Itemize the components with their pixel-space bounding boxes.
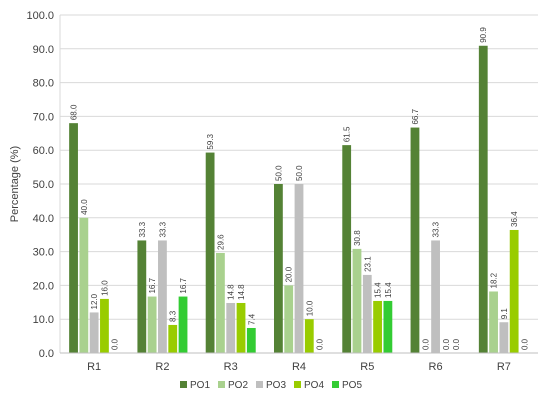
bar-po5-r2 xyxy=(178,296,188,353)
bar-po4-r7 xyxy=(509,229,519,353)
bar-po1-r4 xyxy=(274,184,283,353)
data-label: 0.0 xyxy=(316,338,325,350)
data-label: 33.3 xyxy=(158,221,167,237)
bar-po1-r2 xyxy=(137,240,147,353)
y-tick-label: 60.0 xyxy=(33,145,54,157)
y-axis-title: Percentage (%) xyxy=(9,146,21,222)
bar-po5-r5 xyxy=(383,300,393,353)
bar-po4-r1 xyxy=(100,298,109,353)
data-label: 50.0 xyxy=(274,165,283,181)
data-label: 40.0 xyxy=(80,199,89,215)
bar-po2-r5 xyxy=(352,248,362,353)
data-label: 0.0 xyxy=(452,338,461,350)
data-label: 14.8 xyxy=(237,284,246,300)
bar-po3-r3 xyxy=(226,302,236,353)
bar-po4-r2 xyxy=(168,324,178,353)
bar-po3-r7 xyxy=(499,322,509,353)
bar-po2-r7 xyxy=(489,291,498,353)
data-label: 18.2 xyxy=(490,272,499,288)
y-tick-label: 50.0 xyxy=(33,179,54,191)
data-label: 16.7 xyxy=(148,277,157,293)
bar-po4-r4 xyxy=(304,319,314,353)
bar-po1-r5 xyxy=(342,145,352,353)
data-label: 0.0 xyxy=(442,338,451,350)
legend-swatch-po3 xyxy=(256,381,263,388)
y-tick-label: 70.0 xyxy=(33,111,54,123)
data-label: 90.9 xyxy=(479,27,488,43)
legend-swatch-po1 xyxy=(180,381,187,388)
data-label: 23.1 xyxy=(363,256,372,272)
y-tick-label: 20.0 xyxy=(33,280,54,292)
x-tick-label: R6 xyxy=(429,361,443,373)
data-label: 0.0 xyxy=(421,338,430,350)
data-label: 68.0 xyxy=(70,104,79,120)
data-label: 61.5 xyxy=(343,126,352,142)
y-tick-label: 0.0 xyxy=(39,348,54,360)
data-label: 8.3 xyxy=(169,310,178,322)
x-tick-label: R2 xyxy=(155,361,169,373)
legend-swatch-po4 xyxy=(294,381,301,388)
bar-po1-r1 xyxy=(69,123,78,353)
x-tick-label: R4 xyxy=(292,361,306,373)
data-label: 33.3 xyxy=(138,221,147,237)
bar-po3-r6 xyxy=(431,240,440,353)
bar-po4-r5 xyxy=(373,300,382,353)
bar-po2-r3 xyxy=(216,252,225,353)
bar-po3-r4 xyxy=(294,184,304,353)
bar-po2-r4 xyxy=(284,285,294,353)
y-tick-label: 40.0 xyxy=(33,213,54,225)
bar-po2-r2 xyxy=(147,296,157,353)
data-label: 0.0 xyxy=(520,338,529,350)
bar-po3-r2 xyxy=(158,240,167,353)
data-label: 7.4 xyxy=(247,313,256,325)
data-label: 50.0 xyxy=(295,165,304,181)
data-label: 33.3 xyxy=(432,221,441,237)
data-label: 10.0 xyxy=(305,300,314,316)
data-label: 16.0 xyxy=(100,280,109,296)
legend-label-po4: PO4 xyxy=(304,380,324,391)
y-tick-label: 80.0 xyxy=(33,78,54,90)
data-label: 15.4 xyxy=(374,282,383,298)
legend: PO1 PO2 PO3 PO4 PO5 xyxy=(180,380,362,391)
bar-po3-r1 xyxy=(89,312,99,353)
y-tick-label: 10.0 xyxy=(33,314,54,326)
data-label: 66.7 xyxy=(411,108,420,124)
legend-label-po3: PO3 xyxy=(266,380,286,391)
x-tick-label: R5 xyxy=(360,361,374,373)
legend-label-po1: PO1 xyxy=(190,380,210,391)
data-label: 14.8 xyxy=(227,284,236,300)
data-label: 59.3 xyxy=(206,133,215,149)
x-tick-label: R7 xyxy=(497,361,511,373)
x-tick-label: R3 xyxy=(224,361,238,373)
bar-po2-r1 xyxy=(79,217,89,353)
bar-po1-r6 xyxy=(410,127,420,353)
data-label: 36.4 xyxy=(510,211,519,227)
data-label: 12.0 xyxy=(90,293,99,309)
data-label: 20.0 xyxy=(285,266,294,282)
y-tick-label: 100.0 xyxy=(26,10,54,22)
bar-po4-r3 xyxy=(236,302,246,353)
legend-swatch-po2 xyxy=(218,381,225,388)
bars xyxy=(69,45,519,354)
legend-label-po2: PO2 xyxy=(228,380,248,391)
y-tick-label: 90.0 xyxy=(33,44,54,56)
data-labels: 68.0 40.0 12.016.0 0.0 33.3 16.7 33.3 8.3 16.7 59… xyxy=(70,27,530,350)
data-label: 16.7 xyxy=(179,277,188,293)
x-tick-label: R1 xyxy=(87,361,101,373)
bar-po5-r3 xyxy=(246,327,256,353)
data-label: 29.6 xyxy=(216,234,225,250)
bar-po1-r7 xyxy=(478,45,488,354)
legend-label-po5: PO5 xyxy=(342,380,362,391)
data-label: 30.8 xyxy=(353,230,362,246)
axes: 0.0 10.0 20.0 30.0 40.0 50.0 60.0 70.0 80.0 90.0 1… xyxy=(26,10,538,373)
bar-po3-r5 xyxy=(362,274,372,353)
data-label: 9.1 xyxy=(500,308,509,320)
bar-po1-r3 xyxy=(205,152,215,353)
data-label: 0.0 xyxy=(111,338,120,350)
legend-swatch-po5 xyxy=(332,381,339,388)
y-tick-label: 30.0 xyxy=(33,247,54,259)
data-label: 15.4 xyxy=(384,282,393,298)
